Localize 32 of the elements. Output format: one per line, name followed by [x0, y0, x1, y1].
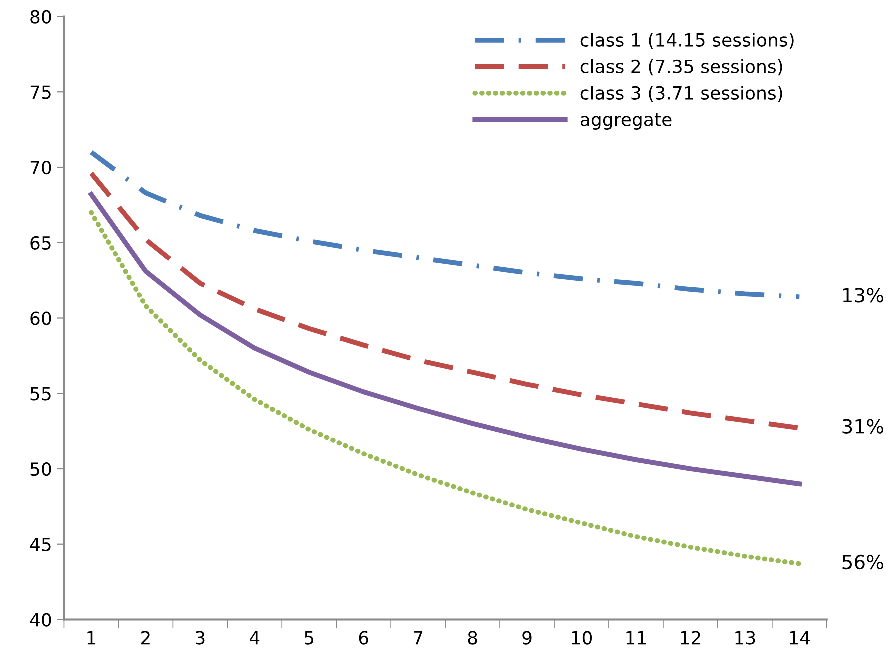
annotation: 56% [842, 554, 884, 570]
y-tick-label: 60 [30, 312, 52, 326]
x-tick-label: 1 [88, 631, 96, 645]
x-tick-label: 14 [790, 631, 810, 645]
y-tick-label: 75 [30, 86, 51, 100]
x-tick-label: 6 [359, 631, 368, 645]
x-tick-label: 2 [142, 631, 150, 645]
x-tick-label: 8 [468, 631, 478, 645]
annotation: 31% [842, 419, 884, 434]
y-tick-label: 80 [30, 10, 52, 24]
y-tick-label: 55 [30, 387, 51, 401]
x-tick-label: 10 [572, 631, 592, 645]
x-tick-label: 12 [681, 631, 700, 645]
x-tick-label: 5 [305, 631, 314, 645]
line-series [89, 210, 802, 566]
x-tick-label: 3 [196, 631, 205, 645]
y-tick-label: 45 [30, 538, 51, 552]
x-tick-label: 7 [414, 631, 423, 645]
x-tick-label: 13 [736, 631, 756, 645]
y-tick-label: 40 [30, 613, 52, 627]
x-tick-label: 11 [626, 631, 646, 645]
y-tick-label: 50 [30, 462, 52, 476]
y-tick-label: 70 [30, 160, 52, 175]
legend-label: class 2 (7.35 sessions) [580, 60, 782, 76]
legend-label: aggregate [580, 114, 672, 130]
x-tick-label: 4 [250, 631, 260, 645]
line-series [89, 192, 802, 487]
x-tick-label: 9 [522, 631, 532, 645]
legend-label: class 3 (3.71 sessions) [580, 86, 782, 102]
annotation: 13% [843, 288, 884, 303]
y-tick-label: 65 [30, 236, 51, 250]
legend-label: class 1 (14.15 sessions) [580, 33, 794, 50]
